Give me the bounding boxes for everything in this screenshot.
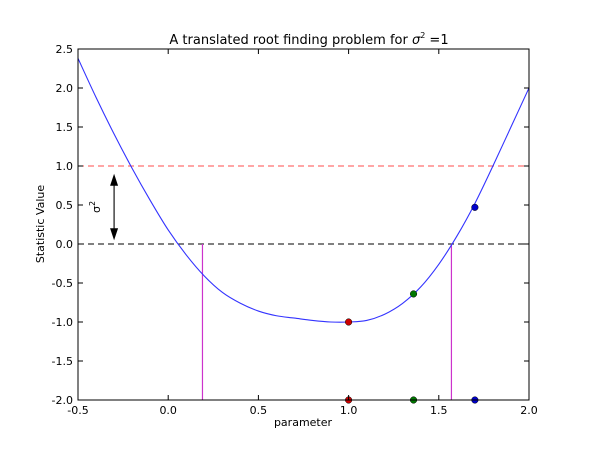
data-point-1: [409, 290, 418, 298]
sigma-superscript: 2: [88, 201, 97, 206]
plot-frame: [77, 48, 530, 401]
sigma-arrow-head-top: [110, 173, 119, 186]
y-tick-label-3: -0.5: [52, 277, 73, 290]
x-tick-label-5: 2.0: [520, 404, 538, 417]
y-axis-label: Statistic Value: [34, 185, 47, 263]
sigma-symbol: σ: [90, 206, 103, 213]
x-tick-label-1: 0.0: [159, 404, 177, 417]
data-point-2: [471, 203, 479, 211]
series-line-0: [78, 58, 529, 323]
x-axis-label: parameter: [274, 416, 333, 429]
y-tick-label-2: -1.0: [52, 316, 73, 329]
data-point-0: [345, 318, 353, 326]
chart-title: A translated root finding problem for σ2…: [169, 31, 448, 48]
x-tick-label-3: 1.0: [340, 404, 358, 417]
y-tick-label-8: 2.0: [56, 82, 74, 95]
sigma-arrow-head-bottom: [110, 228, 119, 241]
x-tick-label-0: -0.5: [67, 404, 88, 417]
x-tick-label-2: 0.5: [250, 404, 268, 417]
y-tick-label-0: -2.0: [52, 394, 73, 407]
y-tick-label-1: -1.5: [52, 355, 73, 368]
y-tick-label-9: 2.5: [56, 43, 74, 56]
y-tick-label-6: 1.0: [56, 160, 74, 173]
plot-area: [78, 58, 529, 400]
y-tick-label-4: 0.0: [56, 238, 74, 251]
x-tick-label-4: 1.5: [430, 404, 448, 417]
y-tick-label-7: 1.5: [56, 121, 74, 134]
y-tick-label-5: 0.5: [56, 199, 74, 212]
sigma-annotation-label: σ2: [88, 201, 103, 213]
